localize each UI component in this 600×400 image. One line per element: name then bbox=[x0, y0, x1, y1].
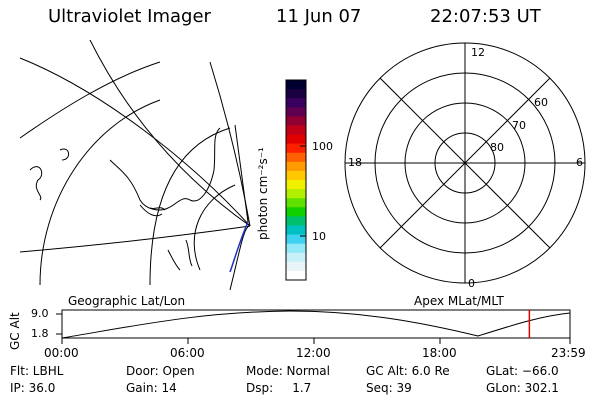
polar-panel-label: Apex MLat/MLT bbox=[414, 294, 504, 308]
colorbar-band bbox=[286, 270, 306, 281]
date-display: 11 Jun 07 bbox=[276, 6, 362, 27]
colorbar-band bbox=[286, 243, 306, 254]
timeline-xtick-0600: 06:00 bbox=[170, 346, 205, 360]
glon-readout: GLon: 302.1 bbox=[486, 381, 559, 395]
polar-grid bbox=[344, 42, 586, 284]
mlt-label-0: 0 bbox=[468, 277, 475, 290]
timeline-xtick-2359: 23:59 bbox=[551, 346, 586, 360]
timeline-xtick-1800: 18:00 bbox=[422, 346, 457, 360]
mlt-label-18: 18 bbox=[348, 156, 362, 169]
mode-readout: Mode: Normal bbox=[246, 364, 330, 378]
colorbar bbox=[286, 80, 306, 281]
colorbar-band bbox=[286, 98, 306, 108]
colorbar-band bbox=[286, 116, 306, 126]
gain-readout: Gain: 14 bbox=[126, 381, 177, 395]
colorbar-band bbox=[286, 161, 306, 172]
colorbar-frame bbox=[285, 79, 307, 281]
colorbar-band bbox=[286, 252, 306, 263]
mlat-label-60: 60 bbox=[534, 96, 548, 109]
colorbar-band bbox=[286, 189, 306, 199]
geographic-map bbox=[19, 39, 251, 291]
colorbar-band bbox=[286, 225, 306, 236]
colorbar-band bbox=[286, 134, 306, 145]
colorbar-band bbox=[286, 234, 306, 245]
colorbar-band bbox=[286, 152, 306, 163]
glat-readout: GLat: −66.0 bbox=[486, 364, 559, 378]
time-display: 22:07:53 UT bbox=[430, 6, 541, 27]
seq-readout: Seq: 39 bbox=[366, 381, 412, 395]
colorbar-tick-label-100: 100 bbox=[312, 140, 333, 153]
colorbar-band bbox=[286, 180, 306, 190]
left-panel-label: Geographic Lat/Lon bbox=[68, 294, 186, 308]
timeline-plot bbox=[56, 309, 571, 344]
timeline-ylabel: GC Alt bbox=[8, 312, 22, 350]
mlt-label-12: 12 bbox=[471, 46, 485, 59]
colorbar-band bbox=[286, 207, 306, 217]
timeline-xtick-0000: 00:00 bbox=[44, 346, 79, 360]
colorbar-band bbox=[286, 107, 306, 117]
timeline-ytick-9: 9.0 bbox=[31, 307, 49, 320]
mlat-label-80: 80 bbox=[490, 141, 504, 154]
colorbar-band bbox=[286, 143, 306, 154]
dsp-readout: Dsp: 1.7 bbox=[246, 381, 312, 395]
timeline-xtick-1200: 12:00 bbox=[296, 346, 331, 360]
gc-alt-readout: GC Alt: 6.0 Re bbox=[366, 364, 450, 378]
door-readout: Door: Open bbox=[126, 364, 195, 378]
colorbar-band bbox=[286, 170, 306, 181]
colorbar-band bbox=[286, 80, 306, 90]
colorbar-unit-label: photon cm⁻²s⁻¹ bbox=[256, 147, 270, 240]
satellite-track bbox=[229, 221, 249, 273]
mlt-label-6: 6 bbox=[576, 156, 583, 169]
filter-readout: Flt: LBHL bbox=[10, 364, 64, 378]
app-title: Ultraviolet Imager bbox=[48, 6, 211, 27]
colorbar-band bbox=[286, 216, 306, 226]
ip-readout: IP: 36.0 bbox=[10, 381, 56, 395]
colorbar-band bbox=[286, 89, 306, 99]
colorbar-tick-label-10: 10 bbox=[312, 230, 326, 243]
timeline-ytick-1-8: 1.8 bbox=[31, 327, 49, 340]
colorbar-band bbox=[286, 125, 306, 136]
colorbar-band bbox=[286, 261, 306, 272]
colorbar-band bbox=[286, 198, 306, 208]
mlat-label-70: 70 bbox=[512, 119, 526, 132]
